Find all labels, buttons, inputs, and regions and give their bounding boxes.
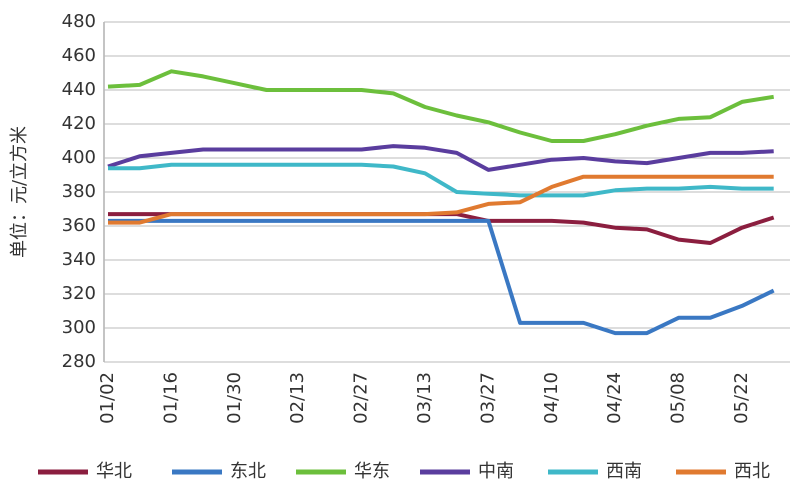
x-tick-label: 01/02	[97, 372, 118, 424]
x-tick-label: 05/08	[668, 372, 689, 424]
y-tick-label: 480	[62, 11, 96, 32]
series-line	[108, 174, 774, 225]
y-tick-label: 320	[62, 283, 96, 304]
y-tick-label: 300	[62, 317, 96, 338]
y-tick-label: 280	[62, 351, 96, 372]
legend-label: 东北	[230, 461, 266, 482]
x-tick-label: 04/10	[541, 372, 562, 424]
legend-label: 西北	[734, 461, 770, 482]
legend-label: 西南	[606, 461, 642, 482]
x-tick-label: 02/27	[351, 372, 372, 424]
x-tick-label: 04/24	[604, 372, 625, 424]
y-tick-label: 360	[62, 215, 96, 236]
y-tick-label: 380	[62, 181, 96, 202]
x-tick-label: 03/27	[477, 372, 498, 424]
series-line	[107, 69, 775, 143]
y-tick-label: 460	[62, 45, 96, 66]
x-tick-label: 03/13	[414, 372, 435, 424]
legend-label: 华北	[96, 461, 132, 482]
series-line	[107, 144, 774, 172]
series-line	[108, 218, 775, 336]
x-tick-label: 02/13	[287, 372, 308, 424]
series-line	[108, 162, 774, 198]
y-tick-label: 440	[62, 79, 96, 100]
y-tick-label: 400	[62, 147, 96, 168]
y-tick-label: 420	[62, 113, 96, 134]
y-axis-label: 单位：元/立方米	[9, 126, 30, 258]
x-tick-label: 01/16	[160, 372, 181, 424]
y-tick-label: 340	[62, 249, 96, 270]
x-tick-label: 05/22	[731, 372, 752, 424]
x-tick-label: 01/30	[224, 372, 245, 424]
legend-label: 华东	[354, 461, 390, 482]
legend-label: 中南	[478, 461, 514, 482]
series-line	[108, 212, 775, 245]
